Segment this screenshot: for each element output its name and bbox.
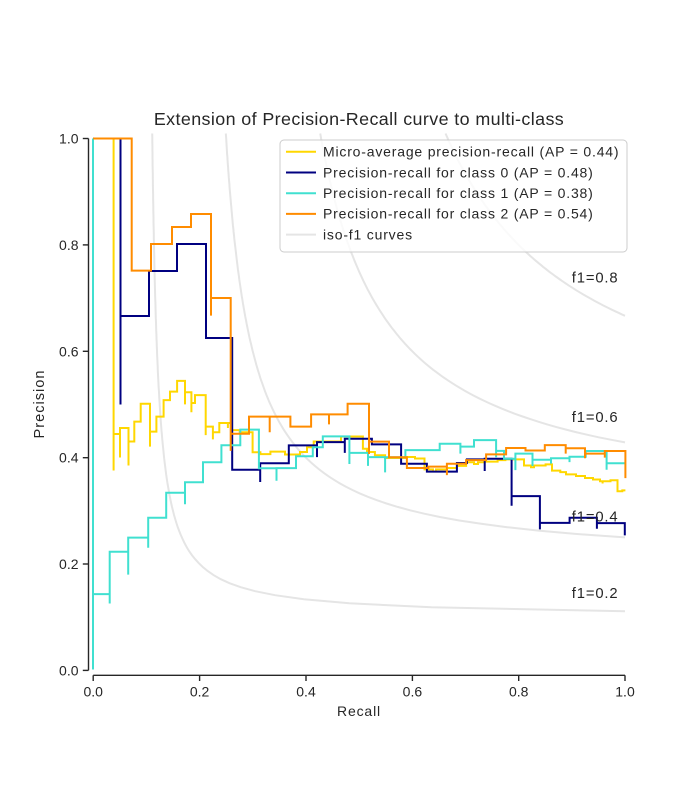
svg-text:Precision-recall for class 0 (: Precision-recall for class 0 (AP = 0.48) bbox=[323, 164, 594, 180]
svg-text:Extension of Precision-Recall: Extension of Precision-Recall curve to m… bbox=[154, 109, 564, 129]
svg-text:iso-f1 curves: iso-f1 curves bbox=[323, 226, 413, 242]
svg-text:0.6: 0.6 bbox=[403, 684, 423, 700]
svg-text:0.8: 0.8 bbox=[509, 684, 529, 700]
svg-text:0.0: 0.0 bbox=[59, 662, 79, 678]
svg-text:f1=0.2: f1=0.2 bbox=[572, 586, 619, 602]
svg-text:0.2: 0.2 bbox=[190, 684, 210, 700]
svg-text:0.4: 0.4 bbox=[59, 450, 79, 466]
svg-text:0.0: 0.0 bbox=[83, 684, 103, 700]
svg-text:0.2: 0.2 bbox=[59, 556, 79, 572]
svg-text:f1=0.6: f1=0.6 bbox=[572, 410, 619, 426]
svg-text:0.4: 0.4 bbox=[296, 684, 316, 700]
svg-text:Micro-average precision-recall: Micro-average precision-recall (AP = 0.4… bbox=[323, 144, 619, 160]
svg-text:0.6: 0.6 bbox=[59, 343, 79, 359]
svg-text:f1=0.8: f1=0.8 bbox=[572, 271, 619, 287]
svg-text:1.0: 1.0 bbox=[59, 131, 79, 147]
svg-text:f1=0.4: f1=0.4 bbox=[572, 510, 619, 526]
svg-text:Precision-recall for class 2 (: Precision-recall for class 2 (AP = 0.54) bbox=[323, 206, 594, 222]
svg-text:Precision: Precision bbox=[32, 369, 48, 438]
svg-text:Recall: Recall bbox=[337, 703, 381, 719]
svg-text:1.0: 1.0 bbox=[615, 684, 635, 700]
svg-text:0.8: 0.8 bbox=[59, 237, 79, 253]
svg-text:Precision-recall for class 1 (: Precision-recall for class 1 (AP = 0.38) bbox=[323, 185, 594, 201]
